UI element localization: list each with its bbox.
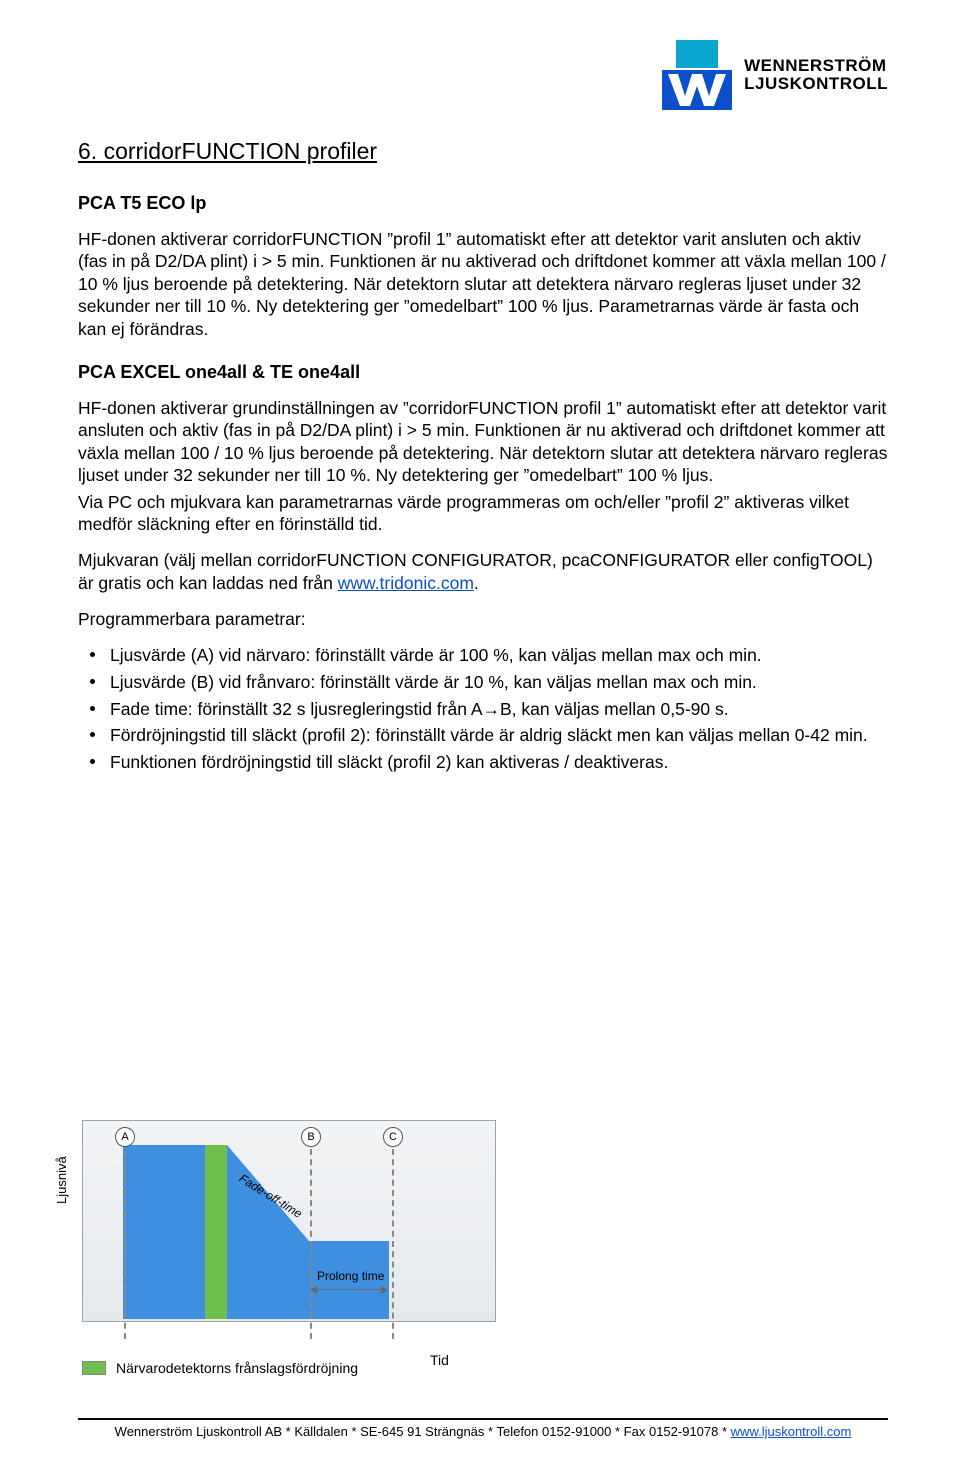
section-a-title: PCA T5 ECO lp — [78, 193, 888, 214]
param-item: Funktionen fördröjningstid till släckt (… — [84, 751, 888, 775]
brand-name: WENNERSTRÖM LJUSKONTROLL — [744, 57, 888, 93]
diagram-canvas: A B C Fade-off-time Prolong time — [82, 1120, 496, 1322]
legend-text: Närvarodetektorns frånslagsfördröjning — [116, 1360, 358, 1376]
light-level-diagram: Ljusnivå A B C Fade-off-time Prolong tim… — [60, 1120, 474, 1322]
page-heading: 6. corridorFUNCTION profiler — [78, 138, 888, 165]
section-a-body: HF-donen aktiverar corridorFUNCTION ”pro… — [78, 228, 888, 340]
params-title: Programmerbara parametrar: — [78, 608, 888, 630]
marker-c: C — [383, 1127, 403, 1339]
prolong-label: Prolong time — [317, 1269, 384, 1283]
brand-logo: WENNERSTRÖM LJUSKONTROLL — [662, 40, 888, 110]
brand-line2: LJUSKONTROLL — [744, 75, 888, 93]
marker-b: B — [301, 1127, 321, 1339]
param-item: Fade time: förinställt 32 s ljusreglerin… — [84, 698, 888, 722]
param-item: Ljusvärde (A) vid närvaro: förinställt v… — [84, 644, 888, 668]
brand-mark-icon — [662, 40, 732, 110]
prolong-arrow — [311, 1289, 387, 1290]
params-list: Ljusvärde (A) vid närvaro: förinställt v… — [84, 644, 888, 774]
bar-delay — [205, 1145, 227, 1319]
bar-a — [123, 1145, 205, 1319]
fade-slope — [227, 1145, 309, 1319]
section-b-body3: Mjukvaran (välj mellan corridorFUNCTION … — [78, 549, 888, 594]
marker-a: A — [115, 1127, 135, 1339]
param-item: Fördröjningstid till släckt (profil 2): … — [84, 724, 888, 748]
param-item: Ljusvärde (B) vid frånvaro: förinställt … — [84, 671, 888, 695]
section-b-body1: HF-donen aktiverar grundinställningen av… — [78, 397, 888, 487]
brand-line1: WENNERSTRÖM — [744, 57, 888, 75]
diagram-legend: Närvarodetektorns frånslagsfördröjning — [82, 1360, 358, 1376]
diagram-xlabel: Tid — [430, 1352, 449, 1368]
section-b-body3-post: . — [474, 573, 479, 593]
section-b-body2: Via PC och mjukvara kan parametrarnas vä… — [78, 491, 888, 536]
tridonic-link[interactable]: www.tridonic.com — [338, 573, 474, 593]
diagram-ylabel: Ljusnivå — [54, 1156, 69, 1204]
page-footer: Wennerström Ljuskontroll AB * Källdalen … — [78, 1418, 888, 1439]
legend-swatch-icon — [82, 1361, 106, 1375]
section-b-title: PCA EXCEL one4all & TE one4all — [78, 362, 888, 383]
footer-text: Wennerström Ljuskontroll AB * Källdalen … — [115, 1424, 731, 1439]
footer-link[interactable]: www.ljuskontroll.com — [731, 1424, 852, 1439]
